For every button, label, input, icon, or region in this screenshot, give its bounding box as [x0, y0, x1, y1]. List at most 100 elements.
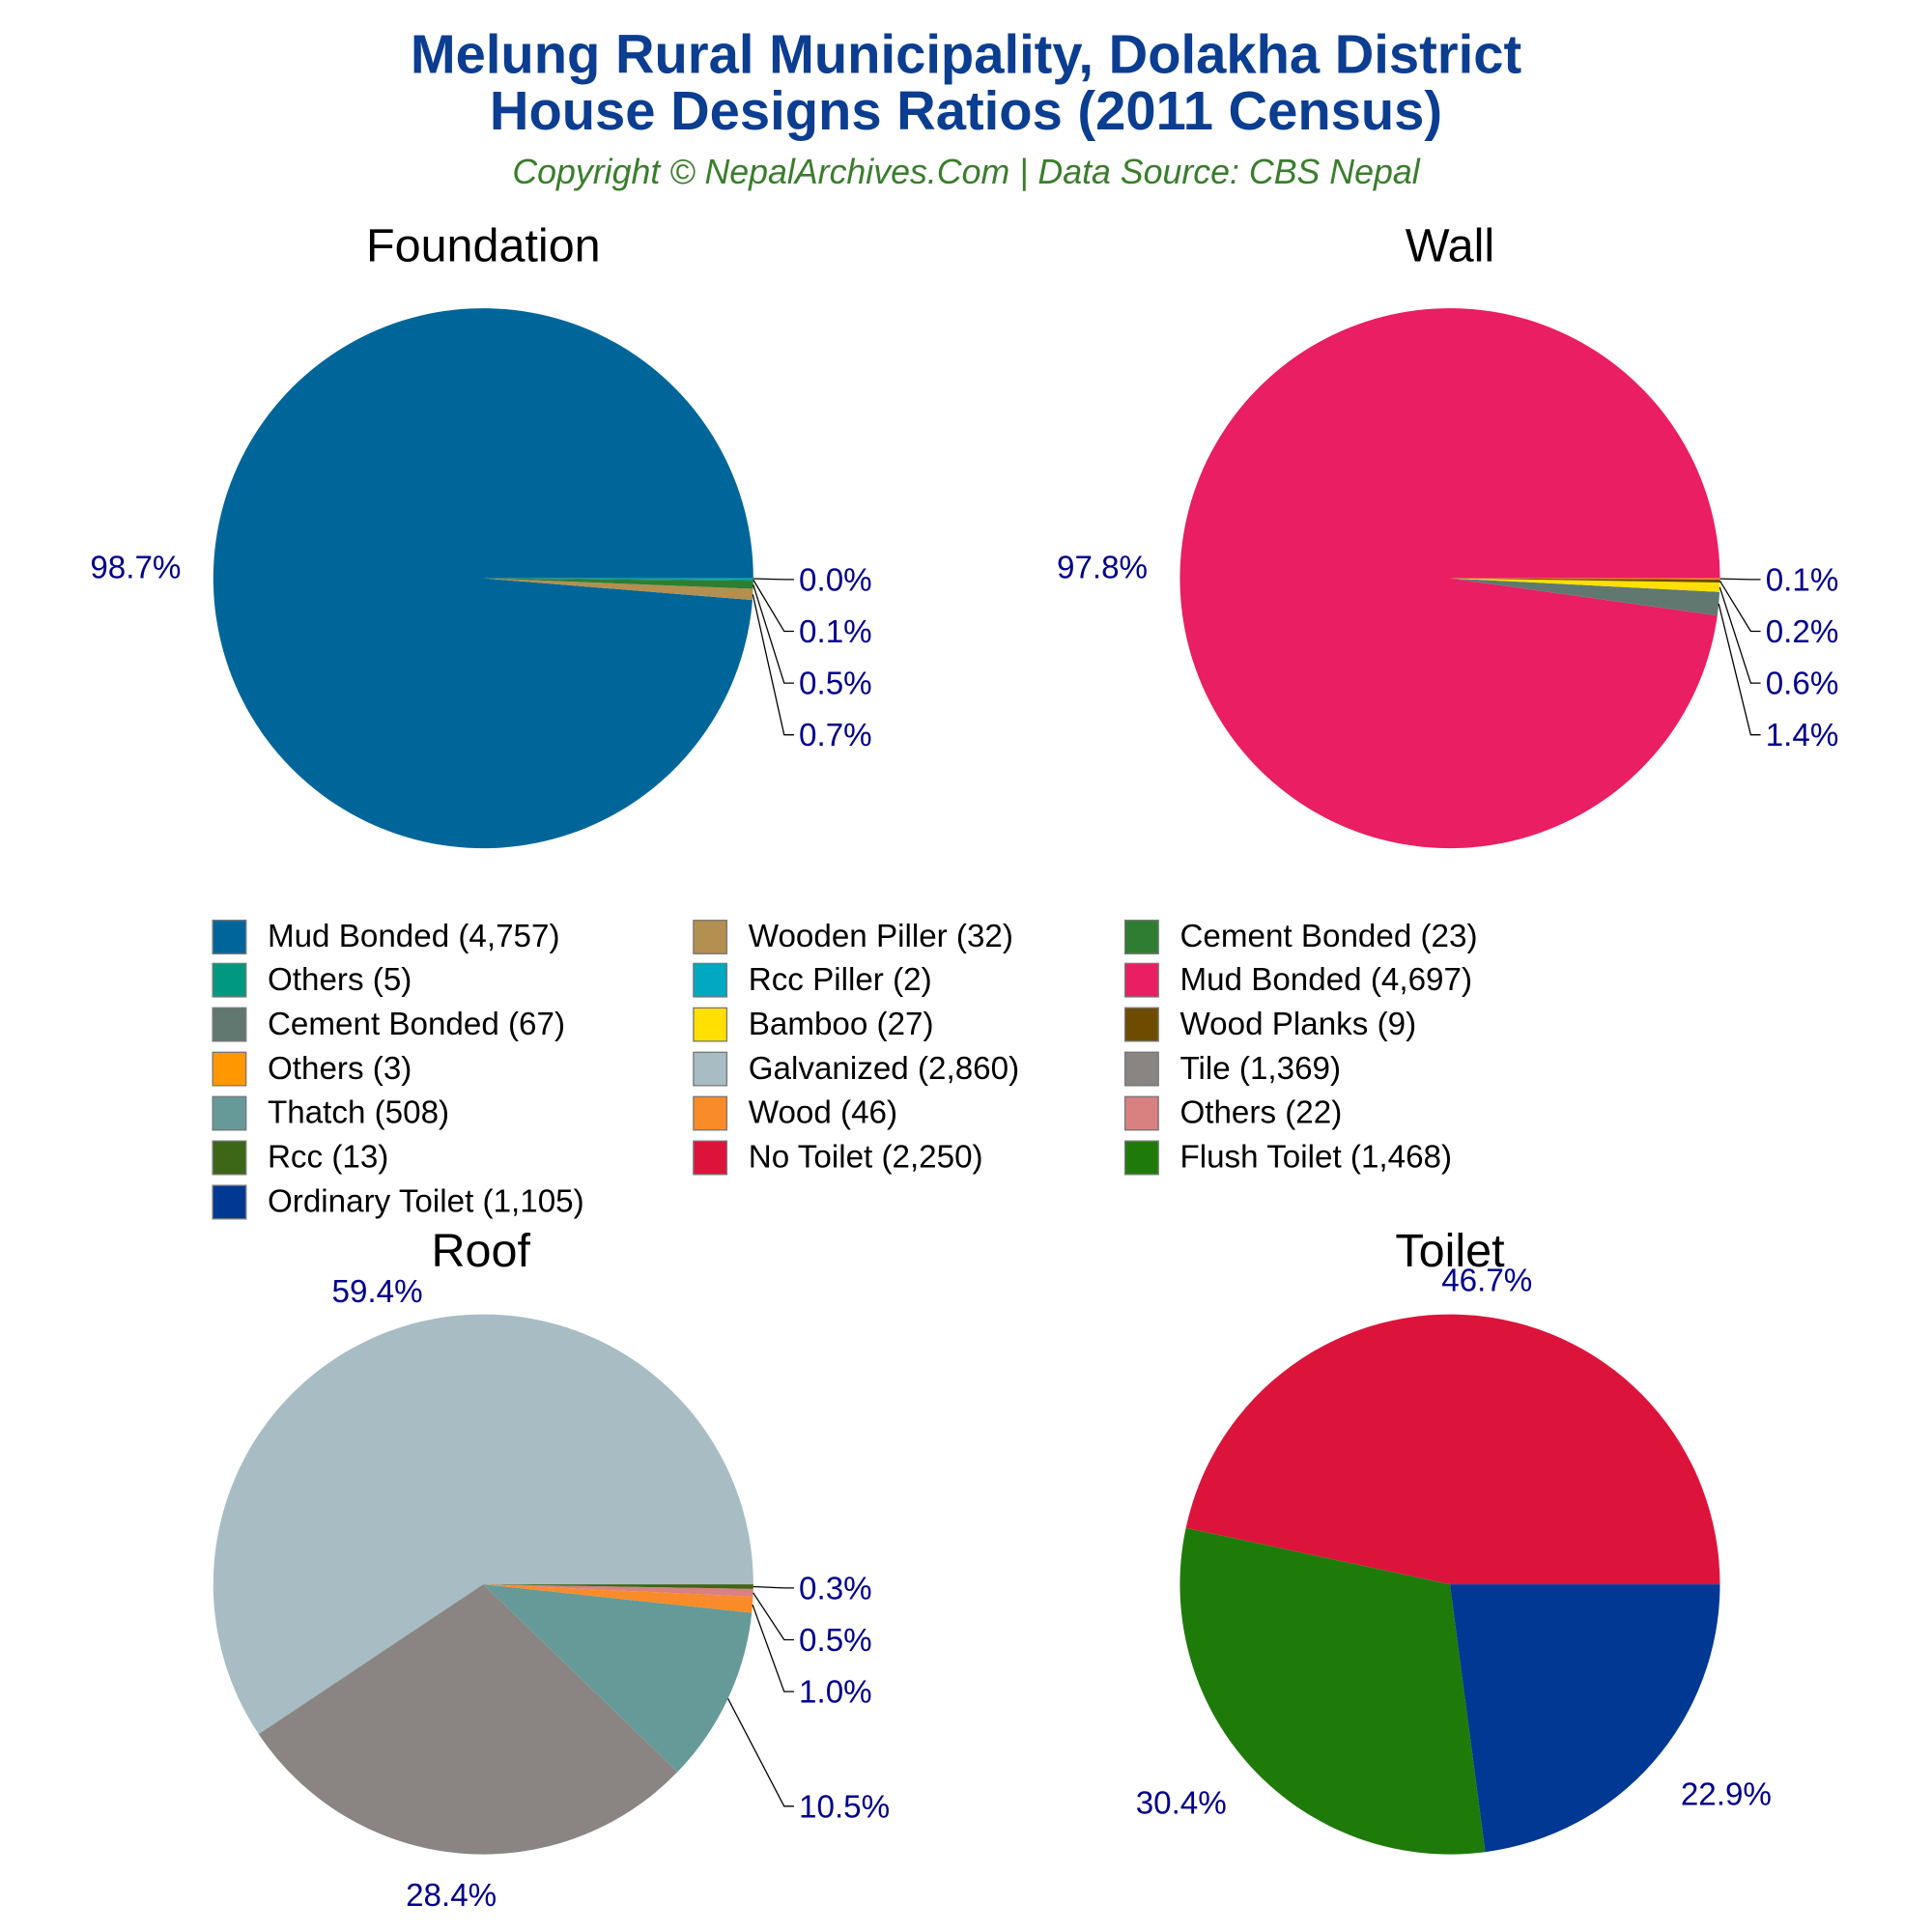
- chart-subtitle: Copyright © NepalArchives.Com | Data Sou…: [512, 153, 1420, 191]
- pie-slice: [483, 578, 753, 601]
- pie-slice: [1179, 1527, 1486, 1855]
- slice-label: 1.4%: [1766, 718, 1839, 753]
- legend-item: Mud Bonded (4,697): [1124, 960, 1472, 999]
- pie-slice: [213, 308, 753, 849]
- leader-line: [753, 579, 794, 633]
- pie-slice: [1179, 308, 1720, 849]
- legend-swatch: [1124, 1139, 1159, 1175]
- legend-swatch: [693, 1007, 728, 1041]
- legend-item: Others (22): [1124, 1094, 1342, 1132]
- legend-swatch: [1124, 1007, 1159, 1041]
- legend-label: Others (5): [267, 960, 412, 998]
- legend-item: Wood Planks (9): [1124, 1005, 1416, 1043]
- slice-label: 0.5%: [799, 667, 872, 702]
- legend-label: No Toilet (2,250): [748, 1138, 983, 1176]
- leader-line: [1719, 581, 1761, 633]
- legend-label: Others (22): [1179, 1094, 1343, 1131]
- pie-slice: [483, 1584, 753, 1597]
- pie-slice: [483, 578, 753, 582]
- legend-item: Mud Bonded (4,757): [212, 917, 560, 956]
- legend-swatch: [693, 1139, 728, 1175]
- leader-line: [753, 578, 794, 581]
- leader-line: [752, 1604, 794, 1692]
- legend-item: Wooden Piller (32): [693, 918, 1013, 956]
- legend-label: Rcc (13): [267, 1138, 389, 1176]
- pie-title: Wall: [1406, 220, 1495, 272]
- slice-label: 0.5%: [799, 1623, 872, 1659]
- slice-label: 10.5%: [799, 1789, 890, 1825]
- legend-swatch: [1124, 919, 1159, 954]
- pie-foundation: Foundation 98.7% 0.0% 0.1% 0.5% 0.7%: [90, 220, 872, 849]
- legend-label: Wood Planks (9): [1179, 1005, 1417, 1042]
- slice-label: 22.9%: [1681, 1777, 1772, 1813]
- leader-line: [727, 1698, 794, 1807]
- leader-line: [752, 594, 794, 736]
- legend-label: Galvanized (2,860): [748, 1049, 1020, 1087]
- legend-label: Bamboo (27): [748, 1005, 934, 1042]
- pie-slice: [1449, 1584, 1720, 1853]
- slice-label: 59.4%: [332, 1274, 423, 1310]
- legend-label: Thatch (508): [267, 1094, 450, 1131]
- legend-label: Rcc Piller (2): [748, 960, 932, 998]
- legend-item: Rcc (13): [212, 1138, 389, 1177]
- legend-label: Cement Bonded (23): [1179, 917, 1478, 954]
- slice-label: 30.4%: [1136, 1785, 1227, 1821]
- legend-item: No Toilet (2,250): [693, 1138, 983, 1177]
- leader-line: [1719, 586, 1761, 684]
- legend-label: Wood (46): [748, 1094, 898, 1131]
- legend-label: Tile (1,369): [1179, 1049, 1342, 1087]
- slice-label: 0.1%: [799, 614, 872, 650]
- legend-swatch: [212, 962, 247, 997]
- legend-label: Wooden Piller (32): [748, 917, 1013, 954]
- leader-line: [753, 1585, 794, 1589]
- slice-label: 97.8%: [1057, 551, 1148, 586]
- pie-slice: [1185, 1314, 1720, 1585]
- legend-item: Wood (46): [693, 1094, 897, 1132]
- pie-title: Roof: [432, 1225, 531, 1277]
- pie-slice: [1449, 578, 1720, 592]
- legend-item: Ordinary Toilet (1,105): [212, 1182, 584, 1221]
- legend-swatch: [1124, 1051, 1159, 1086]
- legend-swatch: [693, 962, 728, 997]
- pie-slice: [213, 1314, 753, 1735]
- slice-label: 0.3%: [799, 1571, 872, 1606]
- legend-swatch: [212, 919, 247, 954]
- legend-item: Others (5): [212, 960, 412, 999]
- pie-title: Foundation: [366, 220, 601, 272]
- legend-item: Flush Toilet (1,468): [1124, 1138, 1452, 1177]
- pie-slice: [483, 1584, 753, 1613]
- legend-swatch: [212, 1007, 247, 1041]
- pie-slice: [1449, 578, 1720, 616]
- pie-slice: [483, 1584, 753, 1773]
- legend-swatch: [693, 1095, 728, 1130]
- legend-item: Cement Bonded (23): [1124, 918, 1478, 956]
- slice-label: 0.1%: [1766, 562, 1839, 598]
- pie-title: Toilet: [1395, 1225, 1505, 1277]
- leader-line: [1719, 578, 1761, 581]
- legend-swatch: [1124, 1095, 1159, 1130]
- slice-label: 0.7%: [799, 718, 872, 753]
- pie-slice: [483, 1584, 753, 1589]
- legend-label: Flush Toilet (1,468): [1179, 1138, 1453, 1176]
- legend-swatch: [212, 1095, 247, 1130]
- legend-item: Thatch (508): [212, 1094, 450, 1132]
- legend-label: Mud Bonded (4,757): [267, 917, 560, 954]
- pie-wall: Wall 97.8% 0.1% 0.2% 0.6% 1.4%: [1057, 220, 1838, 849]
- chart-title-line2: House Designs Ratios (2011 Census): [489, 81, 1443, 142]
- legend-item: Galvanized (2,860): [693, 1049, 1019, 1088]
- leader-line: [753, 584, 794, 684]
- pie-slice: [258, 1584, 678, 1855]
- legend-item: Tile (1,369): [1124, 1049, 1341, 1088]
- legend-label: Mud Bonded (4,697): [1179, 960, 1472, 998]
- leader-line: [1718, 603, 1761, 736]
- legend-swatch: [693, 919, 728, 954]
- slice-label: 28.4%: [406, 1878, 497, 1914]
- legend-swatch: [212, 1183, 247, 1219]
- legend-item: Cement Bonded (67): [212, 1005, 566, 1043]
- slice-label: 0.0%: [799, 562, 872, 598]
- legend-swatch: [693, 1051, 728, 1086]
